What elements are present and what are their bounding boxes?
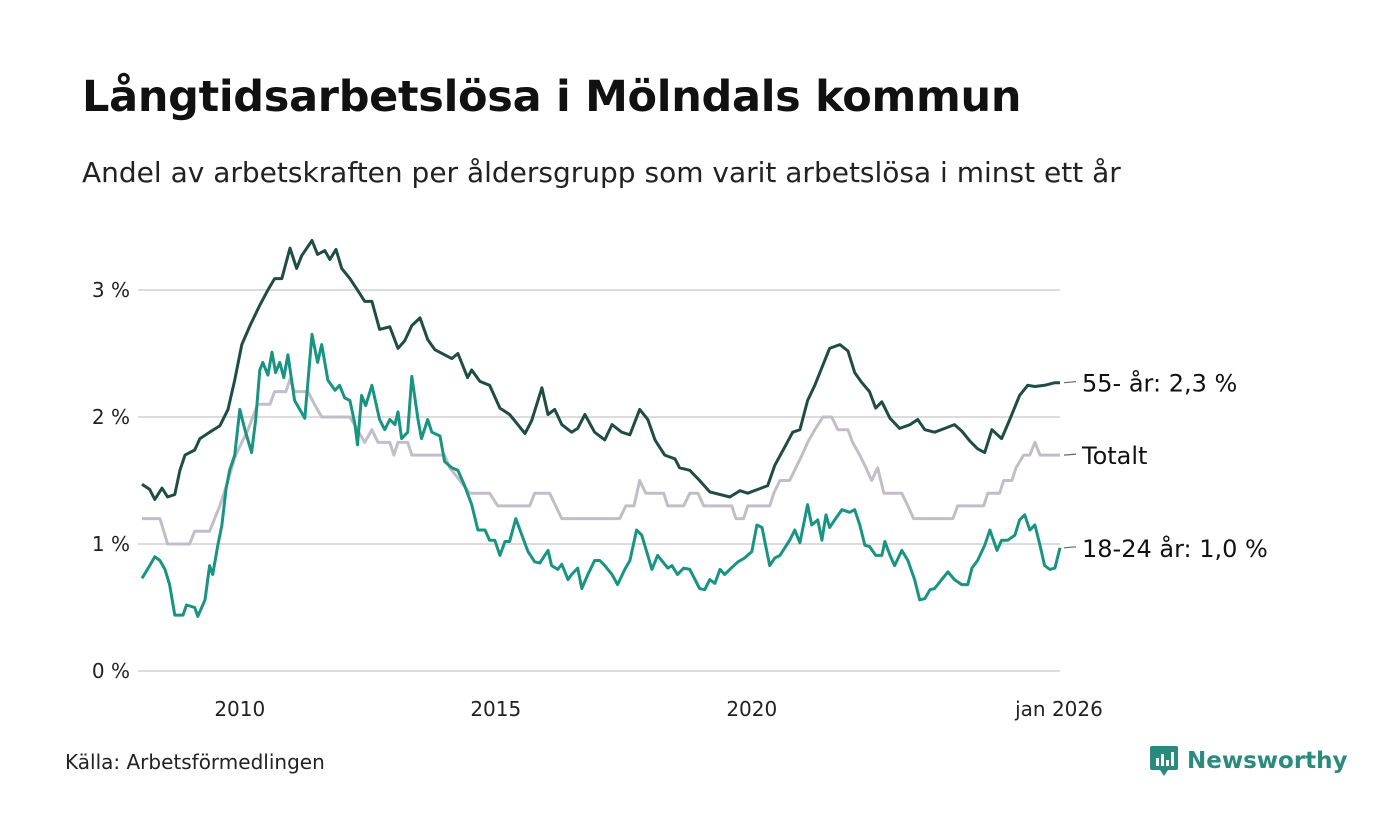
x-axis-ticks: 2010 2015 2020 jan 2026	[214, 697, 1103, 721]
series-label-connector	[1063, 453, 1077, 456]
series-end-label: Totalt	[1081, 442, 1147, 470]
x-tick-label: 2010	[214, 697, 265, 721]
y-tick-label: 1 %	[92, 532, 130, 556]
newsworthy-logo-icon	[1150, 746, 1178, 776]
chart-subtitle: Andel av arbetskraften per åldersgrupp s…	[82, 156, 1121, 189]
y-tick-label: 0 %	[92, 659, 130, 683]
series-label-connector	[1063, 546, 1077, 549]
y-tick-label: 3 %	[92, 278, 130, 302]
x-tick-label: 2015	[470, 697, 521, 721]
series-end-label: 55- år: 2,3 %	[1082, 369, 1237, 398]
series-label-connector	[1063, 381, 1077, 384]
series-lines	[140, 239, 1062, 618]
series-end-label: 18-24 år: 1,0 %	[1082, 534, 1268, 563]
source-note: Källa: Arbetsförmedlingen	[65, 750, 325, 774]
series-labels: 55- år: 2,3 % Totalt 18-24 år: 1,0 %	[1063, 369, 1268, 563]
series-line-18-24-r	[140, 332, 1062, 618]
chart-title: Långtidsarbetslösa i Mölndals kommun	[82, 72, 1022, 122]
series-line-55-r	[141, 239, 1060, 501]
brand-name: Newsworthy	[1187, 748, 1348, 774]
y-tick-label: 2 %	[92, 405, 130, 429]
series-line-totalt	[142, 377, 1060, 546]
x-tick-label: 2020	[726, 697, 777, 721]
gridlines	[138, 289, 1060, 672]
x-tick-label: jan 2026	[1014, 697, 1103, 721]
y-axis-ticks: 0 % 1 % 2 % 3 %	[92, 278, 130, 683]
newsworthy-logo[interactable]: Newsworthy	[1149, 744, 1348, 778]
